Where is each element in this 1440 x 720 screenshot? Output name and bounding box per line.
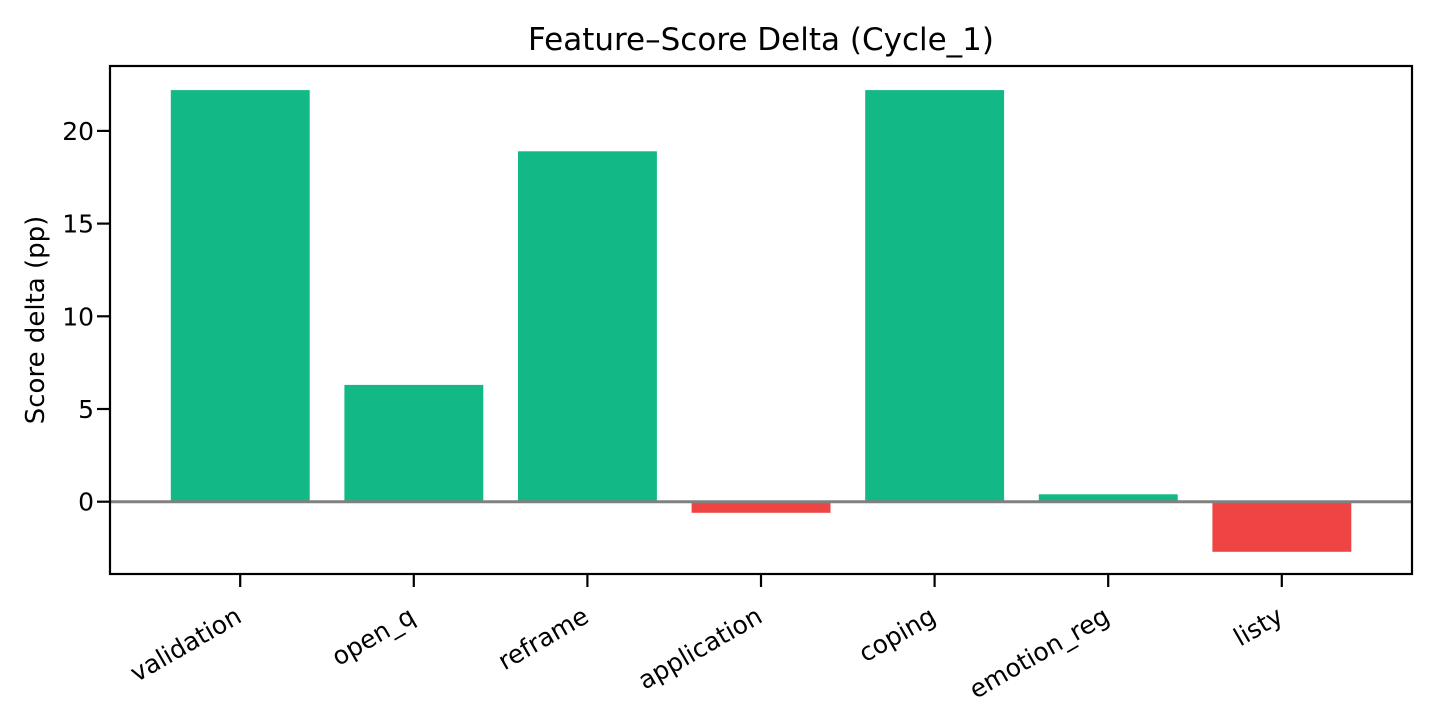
y-axis: 0 5 10 15 20 [62,117,110,517]
y-tick-label: 20 [62,117,94,146]
x-tick-label-open_q: open_q [327,601,420,671]
chart-title: Feature–Score Delta (Cycle_1) [528,22,994,58]
y-tick-label: 0 [78,488,94,517]
bar-application [691,501,831,513]
bar-open_q [344,384,484,502]
bar-emotion_reg [1038,494,1178,502]
x-tick-label-validation: validation [125,601,246,688]
x-tick-label-coping: coping [854,601,941,668]
x-tick-label-reframe: reframe [493,601,593,676]
bar-coping [865,90,1005,502]
x-tick-label-listy: listy [1229,601,1288,652]
x-tick-label-emotion_reg: emotion_reg [964,601,1114,704]
bar-reframe [518,151,657,502]
x-axis: validation open_q reframe application coping… [125,574,1288,704]
bars-group [170,90,1352,552]
bar-listy [1212,501,1352,552]
y-tick-label: 10 [62,302,94,331]
bar-validation [170,90,310,502]
y-axis-label: Score delta (pp) [21,216,51,425]
y-tick-label: 5 [78,395,94,424]
x-tick-label-application: application [633,601,767,695]
y-tick-label: 15 [62,210,94,239]
